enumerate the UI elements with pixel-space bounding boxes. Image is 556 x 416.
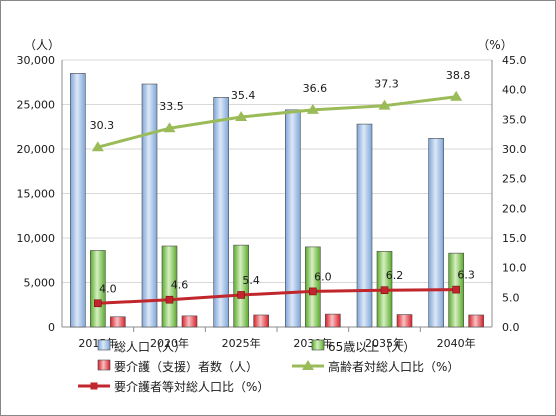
data-label: 6.2 [386,269,404,282]
bar [253,314,269,328]
bar [213,97,229,328]
x-tick-label: 2035年 [365,336,404,350]
bar [181,315,198,328]
data-label: 4.0 [99,282,117,295]
bar [70,73,86,328]
y-left-tick-label: 5,000 [24,277,56,290]
line-point [163,122,176,133]
legend-label: 総人口（人） [114,340,186,354]
y-left-tick-label: 25,000 [17,99,56,112]
data-label: 35.4 [231,89,256,102]
line-point [452,285,460,294]
y-right-tick-label: 35.0 [502,113,527,126]
bar [233,244,249,328]
y-left-tick-label: 15,000 [17,188,56,201]
y-right-tick-label: 25.0 [502,173,527,186]
y-left-tick-label: 30,000 [17,54,56,67]
bar [161,245,178,328]
line-point [309,287,317,296]
legend-swatch [97,339,111,351]
y-left-tick-label: 10,000 [17,232,56,245]
legend-label: 65歳以上（人） [328,340,415,354]
bar [285,109,301,328]
bar [90,250,106,328]
bar [110,316,126,328]
y-left-tick-label: 20,000 [17,143,56,156]
legend-swatch [97,359,111,371]
y-right-tick-label: 5.0 [502,291,520,304]
y-right-tick-label: 40.0 [502,84,527,97]
line-point [94,299,102,308]
bar [141,83,158,328]
bar [356,123,373,328]
data-label: 6.3 [457,269,475,282]
series-line [97,95,457,149]
data-label: 6.0 [314,270,332,283]
line-point [235,110,248,121]
y-right-tick-label: 45.0 [502,54,527,67]
legend-marker [90,382,98,390]
line-point [378,99,391,110]
y-right-tick-label: 30.0 [502,143,527,156]
data-label: 38.8 [446,69,471,82]
bar [396,314,413,328]
data-label: 36.6 [303,82,328,95]
data-label: 5.4 [242,274,260,287]
y-right-tick-label: 10.0 [502,262,527,275]
legend-marker [302,360,314,370]
y-right-tick-label: 15.0 [502,232,527,245]
x-tick-label: 2040年 [437,336,476,350]
legend-swatch [311,339,325,351]
bar [468,314,484,328]
y-left-unit-label: （人） [24,38,60,52]
bar [305,246,321,328]
line-point [165,295,174,304]
legend-label: 高齢者対総人口比（%） [328,359,459,374]
line-point [306,103,319,114]
legend-label: 要介護（支援）者数（人） [114,359,258,374]
data-label: 33.5 [159,100,184,113]
data-label: 4.6 [171,279,189,292]
y-left-tick-label: 0 [48,321,55,334]
y-right-unit-label: （%） [477,38,512,52]
line-point [91,141,104,152]
y-right-tick-label: 0.0 [502,321,520,334]
line-point [450,90,463,101]
line-point [237,291,245,299]
line-point [380,286,389,295]
bar [428,138,444,328]
data-label: 37.3 [374,78,399,91]
bar [325,313,341,328]
series-line [97,288,457,305]
data-label: 30.3 [90,119,115,132]
legend-label: 要介護者等対総人口比（%） [114,379,269,394]
x-tick-label: 2020年 [150,336,189,350]
y-right-tick-label: 20.0 [502,202,527,215]
x-tick-label: 2025年 [222,336,261,350]
